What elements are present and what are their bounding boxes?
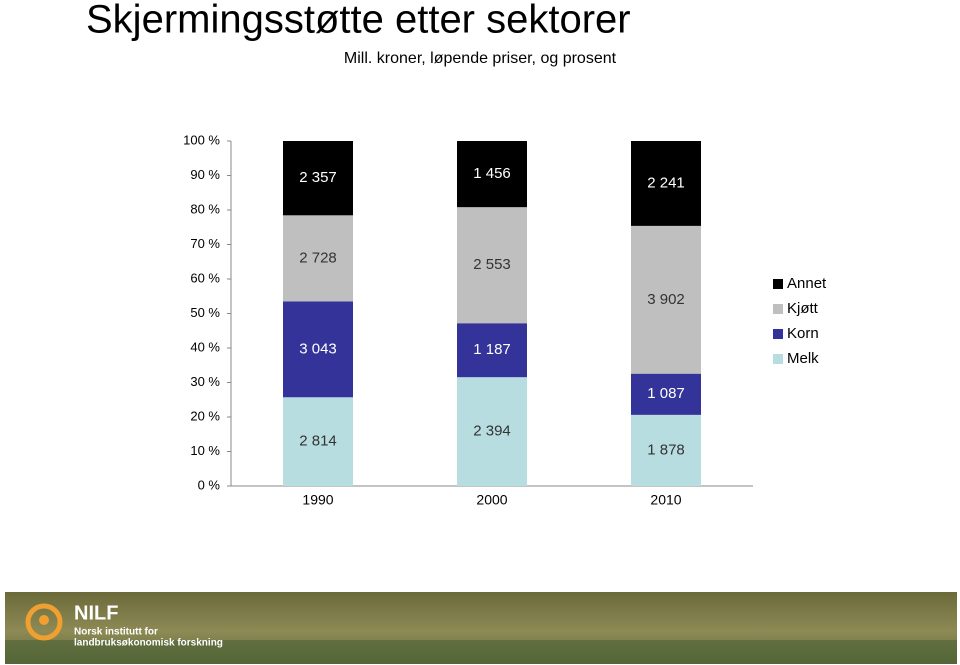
logo-text: NILF [74, 602, 118, 624]
value-label: 2 394 [473, 423, 511, 440]
value-label: 3 043 [299, 340, 337, 357]
value-label: 1 087 [647, 385, 685, 402]
legend-swatch [773, 279, 783, 289]
bar-segment [457, 141, 527, 208]
y-tick-label: 80 % [190, 201, 220, 216]
value-label: 3 902 [647, 291, 685, 308]
footer-ground [5, 640, 957, 664]
legend-label: Korn [787, 325, 819, 342]
bar-segment [631, 225, 701, 374]
legend-label: Kjøtt [787, 300, 819, 317]
value-label: 2 357 [299, 169, 337, 186]
y-tick-label: 0 % [198, 477, 221, 492]
value-label: 1 456 [473, 165, 511, 182]
bar-segment [631, 373, 701, 415]
legend-swatch [773, 329, 783, 339]
value-label: 2 728 [299, 249, 337, 266]
logo-line: Norsk institutt for [74, 627, 158, 638]
value-label: 1 878 [647, 441, 685, 458]
value-label: 2 553 [473, 256, 511, 273]
legend-swatch [773, 354, 783, 364]
y-tick-label: 30 % [190, 374, 220, 389]
logo-icon [25, 603, 63, 641]
bar-segment [283, 215, 353, 302]
bar-segment [457, 207, 527, 324]
value-label: 2 814 [299, 433, 337, 450]
y-tick-label: 70 % [190, 236, 220, 251]
y-tick-label: 10 % [190, 443, 220, 458]
legend-label: Annet [787, 275, 827, 292]
bar-segment [283, 397, 353, 486]
legend-swatch [773, 304, 783, 314]
x-tick-label: 2010 [650, 492, 681, 508]
x-tick-label: 1990 [302, 492, 333, 508]
chart-subtitle: Mill. kroner, løpende priser, og prosent [344, 50, 617, 67]
bar-segment [631, 141, 701, 226]
logo-line: landbruksøkonomisk forskning [74, 638, 223, 649]
y-tick-label: 50 % [190, 305, 220, 320]
chart-title: Skjermingsstøtte etter sektorer [86, 0, 631, 42]
y-tick-label: 90 % [190, 167, 220, 182]
bar-segment [457, 377, 527, 486]
y-tick-label: 20 % [190, 408, 220, 423]
bar-segment [631, 414, 701, 486]
y-tick-label: 40 % [190, 339, 220, 354]
bar-segment [283, 141, 353, 216]
value-label: 2 241 [647, 174, 685, 191]
value-label: 1 187 [473, 341, 511, 358]
bar-segment [457, 323, 527, 378]
y-tick-label: 100 % [183, 132, 220, 147]
bar-segment [283, 301, 353, 398]
y-tick-label: 60 % [190, 270, 220, 285]
logo-dot [39, 615, 49, 625]
legend-label: Melk [787, 350, 819, 367]
x-tick-label: 2000 [476, 492, 507, 508]
